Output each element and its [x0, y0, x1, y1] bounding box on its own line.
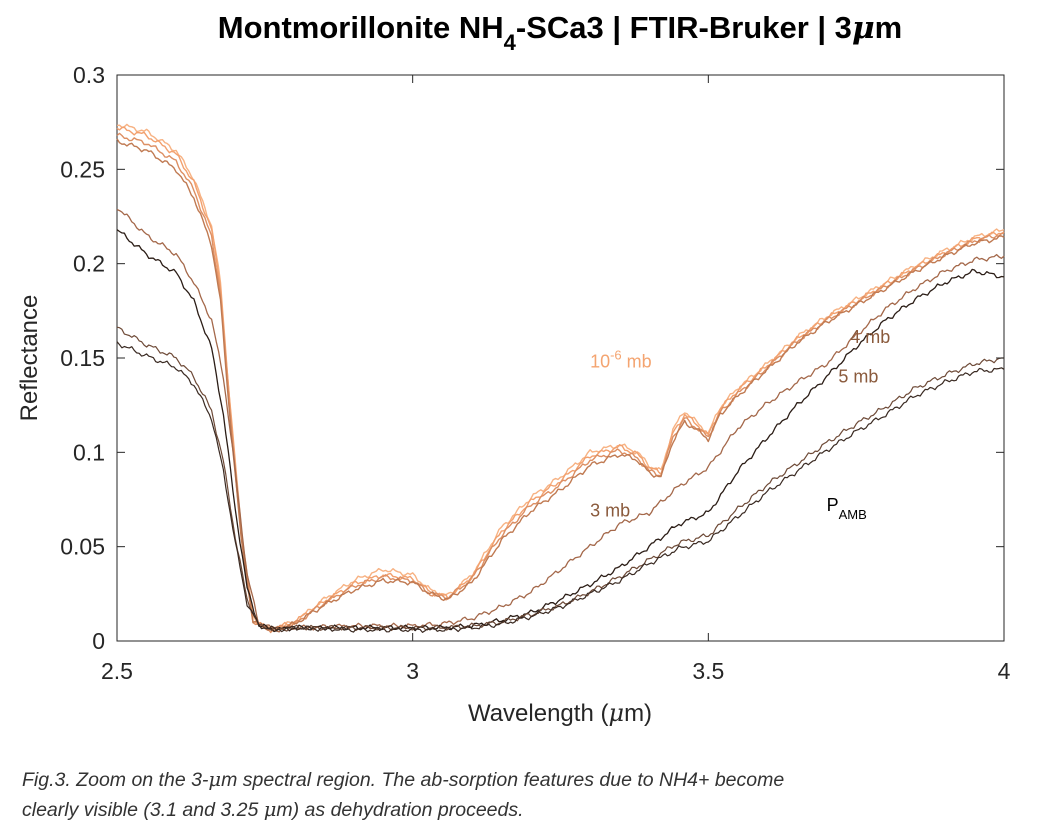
axis-ticks-group: 2.5 3 3.5 4 0 0.05 0.1 0.15 0.2 0.25 0.3 [60, 62, 1010, 684]
x-tick-label: 4 [998, 658, 1011, 684]
y-axis-label: Reflectance [16, 295, 43, 422]
series-annotation: 5 mb [838, 367, 878, 387]
plot-area-frame [116, 74, 1005, 642]
caption-line-2: clearly visible (3.1 and 3.25 μm) as deh… [22, 798, 524, 821]
caption-line-1: Fig.3. Zoom on the 3-μm spectral region.… [22, 768, 785, 791]
x-axis-label: Wavelength (μm) [468, 699, 652, 727]
y-tick-label: 0.2 [73, 251, 105, 277]
spectrum-series-line [116, 341, 1005, 634]
y-tick-label: 0.05 [60, 534, 105, 560]
y-tick-label: 0.3 [73, 62, 105, 88]
series-group [116, 123, 1005, 634]
series-annotation: 4 mb [850, 327, 890, 347]
x-tick-label: 3 [406, 658, 419, 684]
spectrum-chart: Montmorillonite NH4-SCa3 | FTIR-Bruker |… [16, 10, 1011, 727]
x-tick-label: 3.5 [692, 658, 724, 684]
x-tick-label: 2.5 [101, 658, 133, 684]
figure-caption: Fig.3. Zoom on the 3-μm spectral region.… [22, 765, 1022, 825]
series-annotation: PAMB [827, 495, 867, 522]
y-tick-label: 0.1 [73, 439, 105, 465]
y-tick-label: 0 [92, 628, 105, 654]
y-tick-label: 0.25 [60, 156, 105, 182]
annotations-group: 10-6 mb 4 mb 5 mb 3 mb PAMB [590, 327, 890, 522]
chart-title: Montmorillonite NH4-SCa3 | FTIR-Bruker |… [218, 10, 902, 55]
series-annotation: 10-6 mb [590, 347, 652, 371]
y-tick-label: 0.15 [60, 345, 105, 371]
series-annotation: 3 mb [590, 500, 630, 520]
spectrum-series-line [116, 229, 1005, 633]
